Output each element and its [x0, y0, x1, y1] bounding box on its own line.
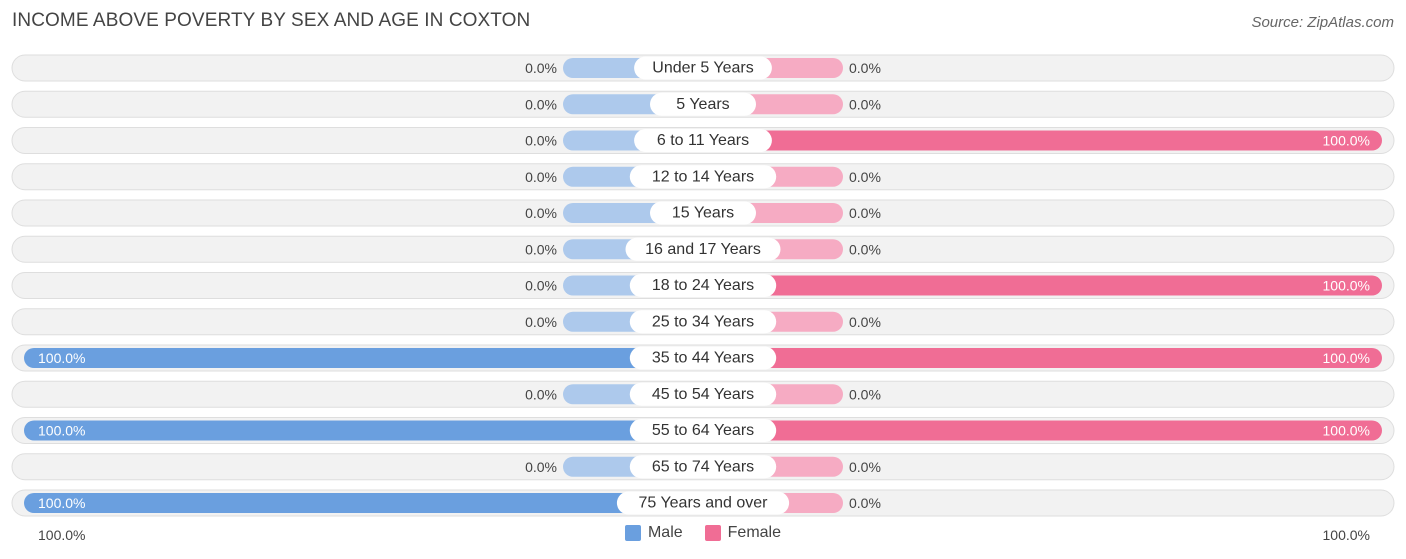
value-label-male: 0.0% [525, 459, 557, 475]
value-label-male: 0.0% [525, 169, 557, 185]
category-pill [616, 491, 790, 515]
value-label-male: 0.0% [525, 386, 557, 402]
legend-swatch-female [704, 525, 721, 541]
axis-label-right: 100.0% [1322, 527, 1370, 543]
bar-male [24, 348, 703, 368]
category-pill [629, 346, 777, 370]
value-label-female: 0.0% [849, 241, 881, 257]
value-label-male: 0.0% [525, 241, 557, 257]
value-label-male: 0.0% [525, 133, 557, 149]
value-label-female: 0.0% [849, 169, 881, 185]
value-label-female: 0.0% [849, 205, 881, 221]
category-pill [650, 92, 756, 116]
value-label-male: 100.0% [38, 350, 85, 366]
category-label: 45 to 54 Years [652, 386, 754, 403]
category-pill [629, 419, 777, 442]
category-pill [629, 165, 777, 189]
value-label-male: 0.0% [525, 205, 557, 221]
bar-male [24, 493, 703, 513]
category-pill [629, 310, 777, 334]
axis-label-left: 100.0% [38, 527, 86, 543]
category-label: 6 to 11 Years [657, 132, 749, 149]
value-label-female: 0.0% [849, 459, 881, 475]
value-label-female: 0.0% [849, 386, 881, 402]
legend: Male Female [0, 524, 1406, 542]
value-label-male: 0.0% [525, 60, 557, 76]
category-label: 12 to 14 Years [652, 168, 754, 185]
category-label: 55 to 64 Years [652, 422, 754, 439]
category-pill [634, 56, 772, 80]
legend-item-male: Male [624, 524, 683, 542]
value-label-male: 100.0% [38, 423, 85, 439]
bar-female [703, 130, 1382, 151]
category-label: 75 Years and over [639, 495, 769, 512]
value-label-female: 0.0% [849, 96, 881, 112]
value-label-female: 100.0% [1323, 133, 1370, 149]
chart-title: INCOME ABOVE POVERTY BY SEX AND AGE IN C… [12, 10, 531, 31]
legend-label-female: Female [727, 524, 782, 541]
value-label-male: 0.0% [525, 314, 557, 330]
value-label-female: 0.0% [849, 495, 881, 511]
value-label-female: 100.0% [1323, 423, 1370, 439]
category-label: 15 Years [672, 205, 734, 222]
category-pill [629, 274, 777, 297]
legend-item-female: Female [704, 524, 782, 542]
category-pill [650, 201, 756, 225]
category-label: 5 Years [676, 96, 729, 113]
category-label: 25 to 34 Years [652, 313, 754, 330]
value-label-male: 0.0% [525, 96, 557, 112]
category-pill [625, 237, 781, 261]
category-label: Under 5 Years [652, 60, 753, 77]
category-pill [629, 382, 777, 406]
value-label-female: 0.0% [849, 314, 881, 330]
category-label: 35 to 44 Years [652, 350, 754, 367]
chart-source: Source: ZipAtlas.com [1251, 14, 1394, 31]
category-label: 16 and 17 Years [645, 241, 761, 258]
value-label-male: 100.0% [38, 495, 85, 511]
bar-female [703, 348, 1382, 368]
value-label-female: 100.0% [1323, 278, 1370, 294]
bar-female [703, 420, 1382, 441]
value-label-male: 0.0% [525, 278, 557, 294]
legend-label-male: Male [647, 524, 683, 541]
value-label-female: 0.0% [849, 60, 881, 76]
bar-female [703, 275, 1382, 296]
category-pill [634, 129, 772, 152]
category-pill [629, 455, 777, 479]
value-label-female: 100.0% [1323, 350, 1370, 366]
category-label: 18 to 24 Years [652, 277, 754, 294]
category-label: 65 to 74 Years [652, 458, 754, 475]
legend-swatch-male [624, 525, 641, 541]
bar-male [24, 420, 703, 441]
